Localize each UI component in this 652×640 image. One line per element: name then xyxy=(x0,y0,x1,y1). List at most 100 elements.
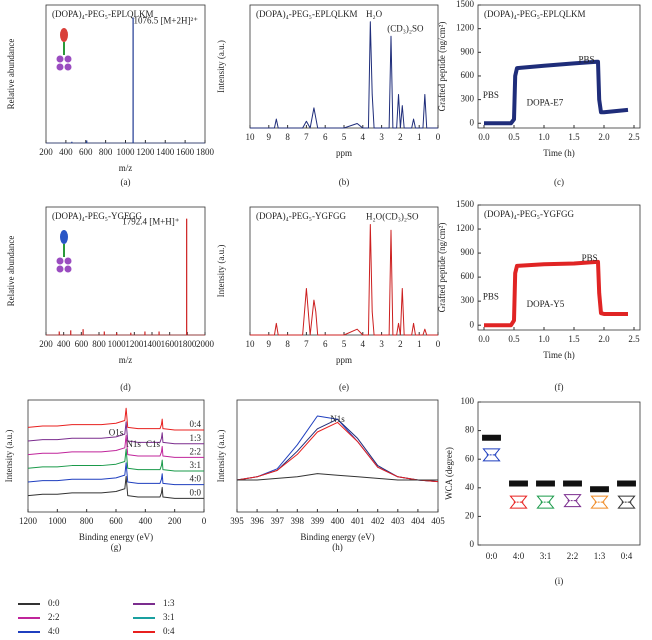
x-tick-label: 0.0 xyxy=(478,334,490,344)
x-tick-label: 400 xyxy=(139,516,153,526)
x-tick-label: 1200 xyxy=(19,516,38,526)
panel-label: (c) xyxy=(554,177,564,187)
series-line xyxy=(27,407,204,431)
x-tick-label: 8 xyxy=(285,132,290,142)
y-tick-label: 600 xyxy=(461,271,475,281)
plot-frame xyxy=(477,401,641,546)
panel-label: (e) xyxy=(339,382,349,392)
x-tick-label: 1:3 xyxy=(594,551,606,561)
series-line xyxy=(236,415,439,483)
series-line xyxy=(27,475,204,499)
x-axis-title: ppm xyxy=(336,355,352,365)
panel-label: (g) xyxy=(111,542,122,552)
x-tick-label: 9 xyxy=(267,132,272,142)
legend-label: 0:0 xyxy=(48,598,60,608)
icon xyxy=(64,55,72,63)
bar-marker xyxy=(563,480,582,487)
annotation: (CD₃)₂SO xyxy=(382,211,419,221)
plot-frame xyxy=(249,206,439,336)
x-tick-label: 800 xyxy=(92,339,106,349)
series-line xyxy=(236,421,439,483)
annotation: DOPA-Y5 xyxy=(527,299,565,309)
x-tick-label: 1800 xyxy=(178,339,197,349)
x-tick-label: 1 xyxy=(417,339,422,349)
x-tick-label: 3:1 xyxy=(540,551,552,561)
icon xyxy=(64,257,72,265)
x-tick-label: 400 xyxy=(59,147,73,157)
chart-title: (DOPA)₄-PEG₅-EPLQLKM xyxy=(256,9,357,19)
bar-marker xyxy=(617,480,636,487)
x-tick-label: 4 xyxy=(361,339,366,349)
series-label: 1:3 xyxy=(189,433,201,443)
y-tick-label: 0 xyxy=(470,117,475,127)
series-line xyxy=(27,421,204,445)
annotation: 1076.5 [M+2H]²⁺ xyxy=(133,16,198,26)
x-tick-label: 1.5 xyxy=(568,334,580,344)
bar-marker xyxy=(536,480,555,487)
panel-label: (f) xyxy=(555,382,564,392)
icon xyxy=(64,265,72,273)
y-axis-title: Relative abundance xyxy=(6,236,16,307)
x-tick-label: 1800 xyxy=(196,147,215,157)
x-tick-label: 2 xyxy=(398,132,403,142)
y-tick-label: 100 xyxy=(461,396,475,406)
y-axis-title: Intensity (a.u.) xyxy=(4,430,14,483)
annotation: PBS xyxy=(582,253,598,263)
series-line xyxy=(250,21,438,129)
legend-label: 2:2 xyxy=(48,612,60,622)
x-tick-label: 399 xyxy=(311,516,325,526)
x-tick-label: 2:2 xyxy=(567,551,579,561)
x-tick-label: 4:0 xyxy=(513,551,525,561)
x-tick-label: 3 xyxy=(379,339,384,349)
annotation: C1s xyxy=(146,439,161,449)
series-line xyxy=(484,259,628,328)
x-tick-label: 1.0 xyxy=(538,334,550,344)
y-axis-title: Intensity (a.u.) xyxy=(216,245,226,298)
x-tick-label: 800 xyxy=(99,147,113,157)
series-line xyxy=(27,448,204,472)
legend-label: 3:1 xyxy=(163,612,175,622)
x-tick-label: 396 xyxy=(250,516,264,526)
annotation: DOPA-E7 xyxy=(527,97,564,107)
y-tick-label: 300 xyxy=(461,295,475,305)
panel-label: (b) xyxy=(339,177,350,187)
x-axis-title: Binding energy (eV) xyxy=(300,532,374,542)
annotation: O1s xyxy=(109,428,124,438)
x-tick-label: 398 xyxy=(291,516,305,526)
x-axis-title: ppm xyxy=(336,148,352,158)
y-tick-label: 300 xyxy=(461,94,475,104)
chart-title: (DOPA)₄-PEG₅-EPLQLKM xyxy=(52,9,153,19)
x-tick-label: 1.0 xyxy=(538,132,550,142)
x-tick-label: 1000 xyxy=(117,147,136,157)
x-axis-title: m/z xyxy=(119,355,133,365)
bar-marker xyxy=(482,434,501,441)
x-tick-label: 200 xyxy=(168,516,182,526)
x-axis-title: Time (h) xyxy=(543,350,574,360)
y-tick-label: 1500 xyxy=(456,0,475,9)
x-tick-label: 3 xyxy=(379,132,384,142)
series-line xyxy=(250,223,438,336)
x-tick-label: 0.0 xyxy=(478,132,490,142)
bar-marker xyxy=(590,486,609,493)
series-label: 2:2 xyxy=(189,446,201,456)
x-axis-title: Time (h) xyxy=(543,148,574,158)
x-tick-label: 2.0 xyxy=(598,132,610,142)
chart-title: (DOPA)₄-PEG₅-YGFGG xyxy=(256,211,346,221)
y-tick-label: 20 xyxy=(465,510,475,520)
icon xyxy=(64,63,72,71)
x-tick-label: 1000 xyxy=(48,516,67,526)
series-line xyxy=(27,435,204,458)
series-label: 0:0 xyxy=(189,487,201,497)
x-tick-label: 1200 xyxy=(125,339,144,349)
x-tick-label: 2.5 xyxy=(628,132,640,142)
x-tick-label: 4 xyxy=(361,132,366,142)
icon xyxy=(60,230,68,244)
x-tick-label: 7 xyxy=(304,339,309,349)
plot-frame xyxy=(477,4,641,129)
y-tick-label: 0 xyxy=(470,319,475,329)
series-label: 4:0 xyxy=(189,474,201,484)
y-axis-title: Intensity (a.u.) xyxy=(216,430,226,483)
x-tick-label: 1 xyxy=(417,132,422,142)
annotation: 1792.4 [M+H]⁺ xyxy=(122,216,180,226)
x-tick-label: 200 xyxy=(39,147,53,157)
